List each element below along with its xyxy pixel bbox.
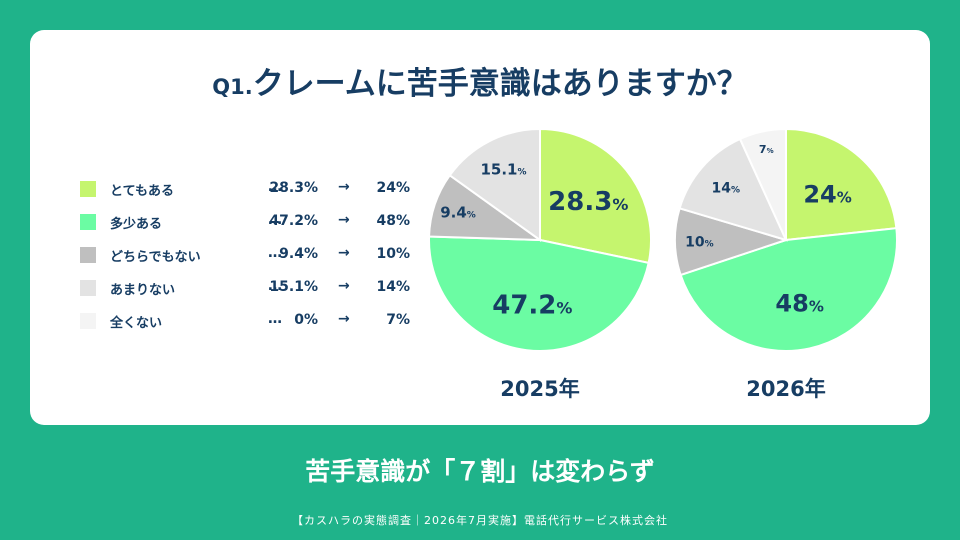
legend-label: 多少ある [110, 217, 163, 232]
legend-value-2026: 14% [376, 279, 410, 295]
legend-row-none: 全くない … 0% → 7% [80, 310, 410, 343]
legend-swatch [80, 181, 96, 197]
legend-label: どちらでもない [110, 250, 201, 265]
legend-value-2026: 7% [386, 312, 410, 328]
survey-card: Q1.クレームに苦手意識はありますか？ とてもある … 28.3% → 24% … [30, 30, 930, 425]
source-footer: 【カスハラの実態調査｜2026年7月実施】電話代行サービス株式会社 [292, 514, 668, 527]
pie-charts: 28.3% 47.2% 9.4% 15.1% 24% 48% 10% 14% 7% [428, 127, 898, 352]
pie-slice-label: 7% [759, 143, 774, 156]
legend-dots: … [268, 311, 282, 327]
arrow-right-icon: → [338, 245, 350, 261]
legend-value-2025: 0% [294, 312, 318, 328]
legend-label: とてもある [110, 184, 174, 199]
arrow-right-icon: → [338, 278, 350, 294]
legend-value-2026: 24% [376, 180, 410, 196]
legend: とてもある … 28.3% → 24% 多少ある … 47.2% → 48% ど… [80, 178, 410, 343]
legend-value-2025: 9.4% [279, 246, 318, 262]
legend-swatch [80, 247, 96, 263]
pie-slice [428, 235, 650, 352]
legend-row-not-much: あまりない … 15.1% → 14% [80, 277, 410, 310]
question-number: Q1. [212, 75, 253, 99]
pie-slice-label: 47.2% [492, 290, 572, 320]
pie-slice-label: 9.4% [440, 204, 476, 222]
pie-slice [448, 127, 541, 242]
arrow-right-icon: → [338, 212, 350, 228]
pie-title-2025: 2025年 [500, 377, 580, 401]
legend-swatch [80, 280, 96, 296]
legend-value-2026: 10% [376, 246, 410, 262]
pie-2025年: 28.3% 47.2% 9.4% 15.1% [428, 127, 652, 352]
legend-swatch [80, 214, 96, 230]
legend-dots: … [268, 278, 282, 294]
pie-title-2026: 2026年 [746, 377, 826, 401]
pie-slice-label: 28.3% [548, 187, 628, 217]
arrow-right-icon: → [338, 179, 350, 195]
pie-slice-label: 10% [685, 234, 714, 250]
pie-slice-label: 15.1% [480, 160, 526, 178]
legend-dots: … [268, 245, 282, 261]
legend-value-2026: 48% [376, 213, 410, 229]
pie-slice [785, 127, 898, 242]
legend-label: 全くない [110, 316, 163, 331]
pie-slice-label: 14% [711, 181, 740, 197]
pie-slice [678, 137, 788, 242]
legend-swatch [80, 313, 96, 329]
headline: 苦手意識が「７割」は変わらず [305, 457, 655, 486]
pie-2026年: 24% 48% 10% 14% 7% [674, 127, 898, 352]
pie-slice [679, 227, 898, 352]
legend-dots: … [268, 179, 282, 195]
legend-row-very: とてもある … 28.3% → 24% [80, 178, 410, 211]
legend-label: あまりない [110, 283, 176, 298]
legend-row-neutral: どちらでもない … 9.4% → 10% [80, 244, 410, 277]
legend-dots: … [268, 212, 282, 228]
legend-row-somewhat: 多少ある … 47.2% → 48% [80, 211, 410, 244]
pie-slice [738, 127, 787, 241]
arrow-right-icon: → [338, 311, 350, 327]
question-text: クレームに苦手意識はありますか？ [252, 66, 748, 102]
pie-slice [539, 127, 652, 265]
legend-value-2025: 15.1% [269, 279, 318, 295]
question-title: Q1.クレームに苦手意識はありますか？ [30, 58, 930, 103]
pie-slice-label: 24% [803, 180, 851, 208]
legend-value-2025: 47.2% [269, 213, 318, 229]
legend-value-2025: 28.3% [269, 180, 318, 196]
pie-slice-label: 48% [775, 290, 823, 318]
